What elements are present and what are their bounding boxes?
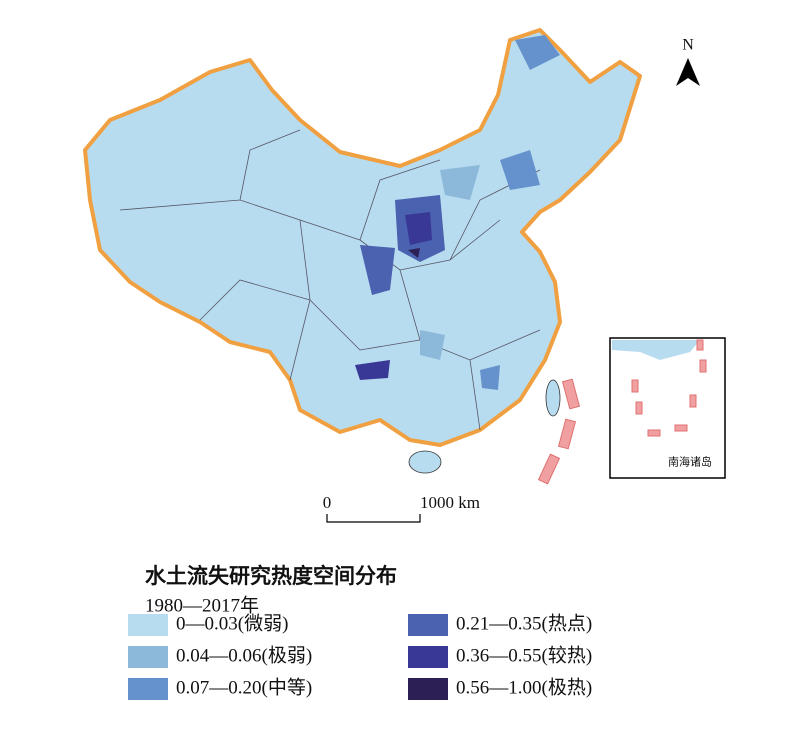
legend-swatch [408, 678, 448, 700]
inset-map: 南海诸岛 [609, 337, 726, 479]
hotspot [515, 35, 560, 70]
province-borders [119, 129, 541, 431]
legend-label: 0.56—1.00(极热) [456, 676, 592, 698]
hotspot [355, 360, 390, 380]
hainan-island [408, 450, 442, 474]
legend-swatch [128, 614, 168, 636]
north-arrow: N [676, 37, 700, 86]
legend-label: 0.21—0.35(热点) [456, 612, 592, 634]
legend-label: 0.07—0.20(中等) [176, 676, 312, 698]
legend: 0—0.03(微弱) 0.04—0.06(极弱) 0.07—0.20(中等) 0.21… [128, 612, 592, 700]
hotspot [405, 212, 432, 245]
scale-bar: 0 1000 km [323, 493, 480, 523]
legend-title: 水土流失研究热度空间分布 [145, 564, 397, 588]
legend-label: 0.36—0.55(较热) [456, 644, 592, 666]
hotspot [480, 365, 500, 390]
country-outline [83, 28, 642, 447]
hotspot [440, 165, 480, 200]
hotspot [360, 245, 395, 295]
legend-swatch [128, 678, 168, 700]
hotspot [500, 150, 540, 190]
scale-end: 1000 km [420, 493, 480, 512]
sea-boundary [537, 378, 581, 485]
legend-swatch [408, 646, 448, 668]
legend-label: 0.04—0.06(极弱) [176, 644, 312, 666]
scale-start: 0 [323, 493, 332, 512]
legend-label: 0—0.03(微弱) [176, 612, 288, 634]
north-label: N [682, 37, 694, 54]
legend-subtitle: 1980—2017年 [145, 594, 259, 616]
map [83, 28, 642, 485]
legend-swatch [128, 646, 168, 668]
inset-label: 南海诸岛 [668, 455, 712, 469]
inset-land [612, 340, 700, 360]
taiwan-island [545, 379, 561, 417]
hotspot [420, 330, 445, 360]
legend-swatch [408, 614, 448, 636]
hotspot [408, 248, 420, 258]
